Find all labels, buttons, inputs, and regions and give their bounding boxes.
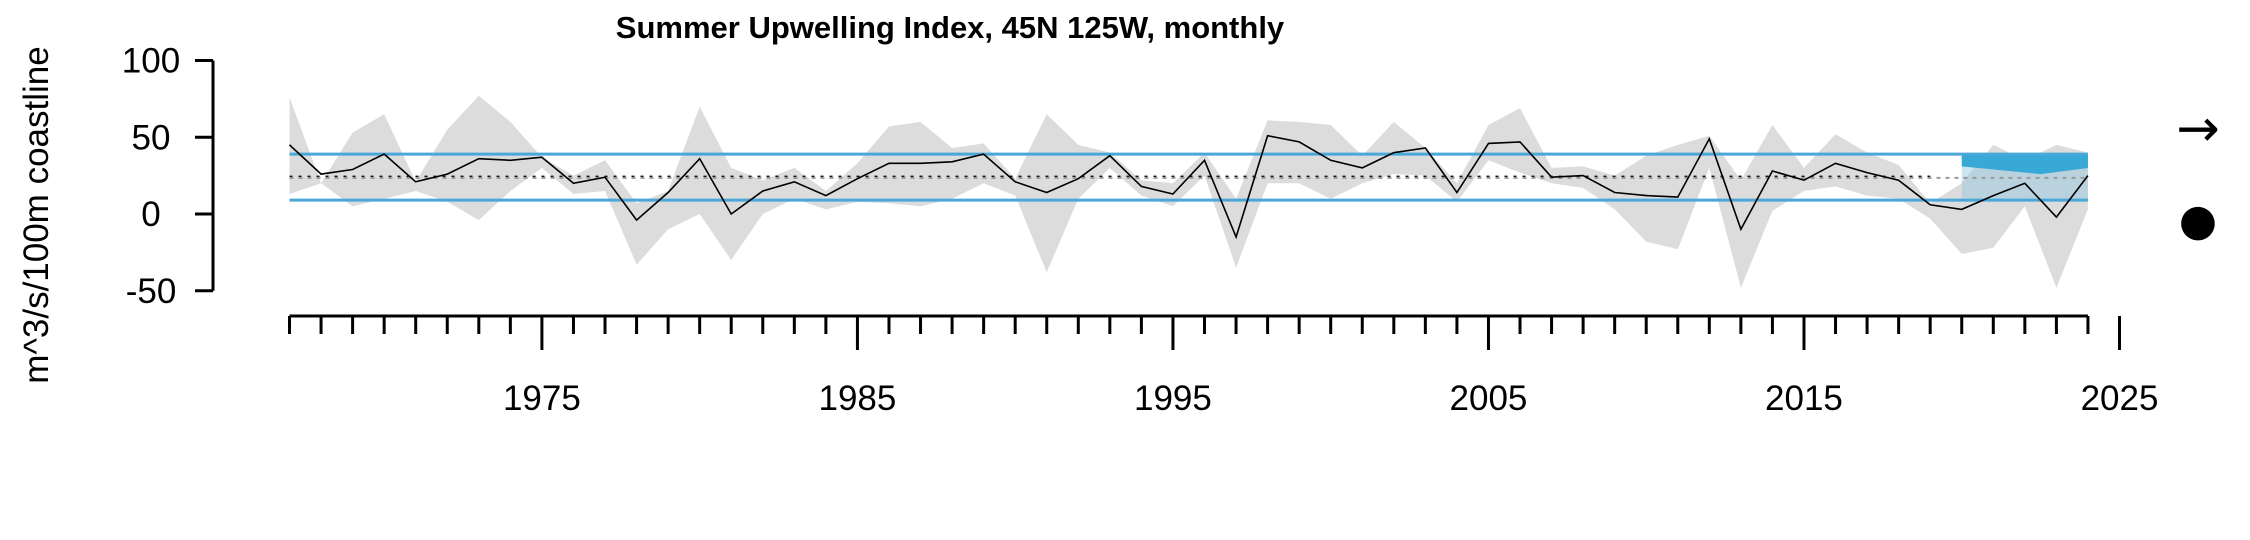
y-tick-label: 50 — [132, 118, 171, 157]
x-tick-label: 1985 — [818, 379, 896, 418]
x-tick-label: 2025 — [2081, 379, 2159, 418]
y-tick-label: 0 — [141, 195, 160, 234]
axes: 100 50 0 -50 1975 1985 1995 2005 2015 2025 — [122, 42, 2159, 419]
x-tick-label: 2005 — [1450, 379, 1528, 418]
chart-title: Summer Upwelling Index, 45N 125W, monthl… — [616, 10, 1285, 45]
x-tick-label: 1975 — [503, 379, 581, 418]
y-axis-label: m^3/s/100m coastline — [17, 46, 56, 383]
y-tick-label: 100 — [122, 42, 180, 81]
x-tick-label: 1995 — [1134, 379, 1212, 418]
y-tick-label: -50 — [126, 272, 177, 311]
trend-arrow-icon: → — [2176, 99, 2220, 159]
plot-area — [288, 95, 2089, 288]
series-line — [288, 134, 2089, 240]
uncertainty-band — [289, 95, 2088, 288]
status-dot-icon: ● — [2179, 195, 2217, 246]
recent-anomaly-fill — [1961, 154, 2088, 175]
x-tick-label: 2015 — [1765, 379, 1843, 418]
